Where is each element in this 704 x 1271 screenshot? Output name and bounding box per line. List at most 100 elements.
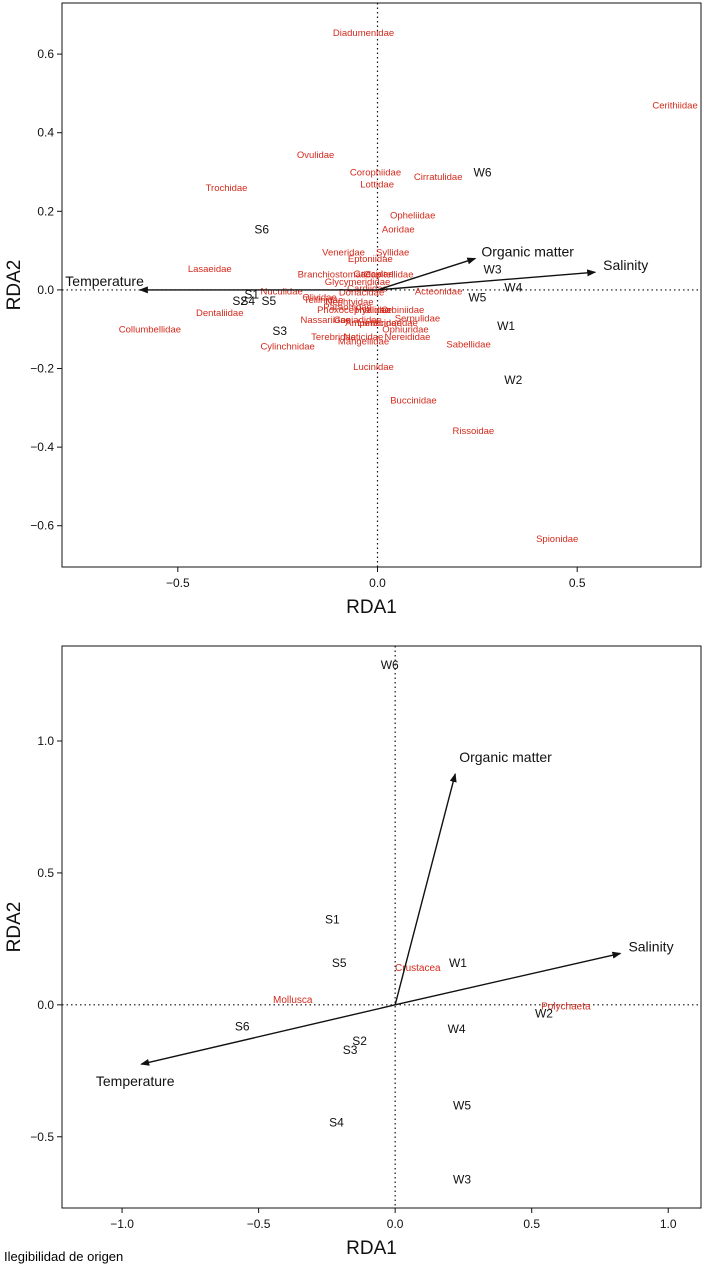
taxon-label: Ampeliscidae <box>345 318 402 329</box>
x-tick-label: 0.0 <box>387 1217 404 1231</box>
site-label: W1 <box>497 319 515 333</box>
x-axis-label: RDA1 <box>346 597 397 618</box>
site-label: S1 <box>244 287 259 301</box>
taxon-label: Cerithiidae <box>652 101 697 112</box>
taxon-label: Trochidae <box>206 183 248 194</box>
site-label: S5 <box>332 956 347 970</box>
taxon-label: Nereididae <box>384 332 430 343</box>
x-axis-label: RDA1 <box>346 1238 397 1259</box>
site-label: S3 <box>272 324 287 338</box>
taxon-label: Corophiidae <box>350 168 401 179</box>
taxon-label: Rissoidae <box>452 426 494 437</box>
arrow-label: Salinity <box>603 257 648 273</box>
site-label: W6 <box>474 166 492 180</box>
arrow-label: Temperature <box>96 1073 175 1089</box>
site-label: S4 <box>240 294 255 308</box>
taxon-label: Nassariidae <box>301 315 351 326</box>
taxon-label: Paraonidae <box>323 302 372 313</box>
taxon-label: Mangeliidae <box>338 337 389 348</box>
taxon-label: Polychaeta <box>541 1002 591 1013</box>
site-label: S2 <box>352 1034 367 1048</box>
y-tick-label: 1.0 <box>37 734 54 748</box>
taxon-label: Donacidae <box>339 287 384 298</box>
x-tick-label: −0.5 <box>247 1217 271 1231</box>
y-tick-label: 0.6 <box>37 47 54 61</box>
taxon-label: Buccinidae <box>390 395 436 406</box>
y-tick-label: 0.2 <box>37 204 54 218</box>
taxon-label: Goniadidae <box>333 315 382 326</box>
y-tick-label: 0.4 <box>37 126 54 140</box>
taxon-label: Capitellidae <box>364 270 414 281</box>
taxon-label: Tellinidae <box>304 295 344 306</box>
taxon-label: Orbiniidae <box>381 305 424 316</box>
y-axis-label: RDA2 <box>4 260 25 311</box>
site-label: W5 <box>468 290 486 304</box>
taxon-label: Ophiuridae <box>382 325 428 336</box>
site-label: W5 <box>453 1099 471 1113</box>
taxon-label: Olividae <box>302 292 336 303</box>
site-label: W3 <box>484 263 502 277</box>
site-label: W6 <box>381 658 399 672</box>
plot-frame <box>61 2 702 568</box>
taxon-label: Aoridae <box>382 224 415 235</box>
site-label: S5 <box>262 294 277 308</box>
x-tick-label: 0.5 <box>523 1217 540 1231</box>
arrow-label: Organic matter <box>481 243 574 259</box>
site-label: W4 <box>448 1022 466 1036</box>
site-label: S2 <box>232 294 247 308</box>
x-tick-label: −1.0 <box>110 1217 134 1231</box>
taxon-label: Lottidae <box>360 179 394 190</box>
env-arrow <box>140 1004 396 1066</box>
site-label: S4 <box>329 1116 344 1130</box>
arrow-label: Organic matter <box>459 749 552 765</box>
site-label: W2 <box>535 1006 553 1020</box>
taxon-label: Cylinchnidae <box>260 342 314 353</box>
taxon-label: Lasaeidae <box>188 264 232 275</box>
taxon-label: Nuculidae <box>261 287 303 298</box>
site-label: W3 <box>453 1172 471 1186</box>
taxon-label: Acteonidae <box>415 287 463 298</box>
site-label: W1 <box>449 956 467 970</box>
taxon-label: Veneridae <box>322 247 365 258</box>
taxon-label: Lucinidae <box>353 362 394 373</box>
taxon-label: Branchiostomatidae <box>298 270 382 281</box>
x-tick-label: 0.5 <box>569 576 586 590</box>
taxon-label: Serpulidae <box>395 314 440 325</box>
rda-plot-bottom: −1.0 −0.5 0.0 0.5 1.0 −0.5 0.0 0.5 1.0 RDA1 RDA2 Cr… <box>4 645 702 1259</box>
y-tick-label: −0.6 <box>30 519 54 533</box>
taxon-label: Glycymerididae <box>325 277 390 288</box>
x-tick-label: 1.0 <box>660 1217 677 1231</box>
taxon-label: Diadumenidae <box>333 28 394 39</box>
taxon-label: Syllidae <box>376 247 409 258</box>
y-tick-label: −0.2 <box>30 362 54 376</box>
arrow-label: Salinity <box>628 938 673 954</box>
site-label: S6 <box>235 1019 250 1033</box>
taxon-label: Cirratulidae <box>414 172 463 183</box>
x-tick-label: −0.5 <box>166 576 190 590</box>
site-label: S1 <box>325 913 340 927</box>
taxon-label: Dentaliidae <box>196 308 244 319</box>
taxon-label: Opheliidae <box>390 211 435 222</box>
taxon-label: Mollusca <box>273 995 313 1006</box>
y-tick-label: 0.0 <box>37 998 54 1012</box>
x-tick-label: 0.0 <box>369 576 386 590</box>
taxon-label: Hyalidae <box>355 305 392 316</box>
taxon-label: Ovulidae <box>297 150 335 161</box>
taxon-label: Crustacea <box>395 963 441 974</box>
env-arrow <box>394 772 457 1006</box>
taxon-label: Cardiidae <box>347 283 388 294</box>
taxon-label: Nephtyidae <box>326 297 374 308</box>
env-arrow <box>394 951 622 1006</box>
env-arrow <box>377 269 597 291</box>
env-arrow <box>377 257 477 291</box>
taxon-label: Lumbrineridae <box>357 318 418 329</box>
taxon-label: Phoxocephalidae <box>317 305 390 316</box>
source-note: Ilegibilidad de origen <box>4 1249 124 1264</box>
y-tick-label: 0.5 <box>37 866 54 880</box>
y-tick-label: −0.5 <box>30 1130 54 1144</box>
taxon-label: Terebridae <box>311 332 356 343</box>
site-label: S3 <box>343 1043 358 1057</box>
taxon-label: Caecidae <box>353 269 393 280</box>
taxon-label: Eptoniidae <box>348 254 393 265</box>
